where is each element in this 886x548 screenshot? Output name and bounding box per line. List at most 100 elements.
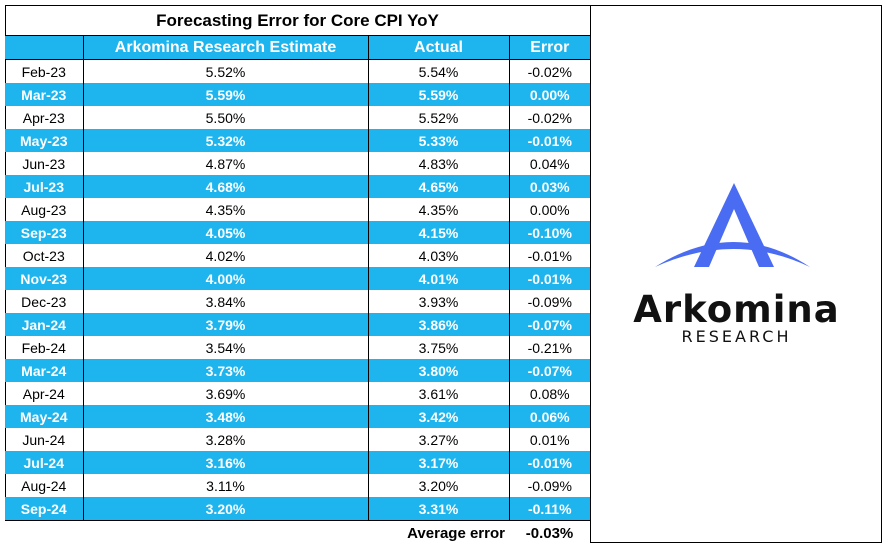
average-error-value: -0.03%: [509, 520, 590, 545]
cell-error: -0.10%: [509, 221, 590, 244]
cell-estimate: 3.28%: [83, 428, 369, 451]
table-row: Jun-23 4.87% 4.83% 0.04%: [5, 152, 590, 175]
cell-date: Jan-24: [5, 313, 84, 336]
cell-error: 0.06%: [509, 405, 590, 428]
cell-actual: 4.03%: [368, 244, 510, 267]
cell-actual: 3.80%: [368, 359, 510, 382]
forecast-table: Arkomina Research Estimate Actual Error …: [5, 36, 590, 545]
cell-date: Oct-23: [5, 244, 84, 267]
table-row: Sep-24 3.20% 3.31% -0.11%: [5, 497, 590, 521]
cell-actual: 3.93%: [368, 290, 510, 313]
cell-error: 0.03%: [509, 175, 590, 198]
cell-date: Mar-24: [5, 359, 84, 382]
table-row: Jun-24 3.28% 3.27% 0.01%: [5, 428, 590, 451]
cell-error: -0.09%: [527, 477, 572, 494]
cell-actual: 4.01%: [368, 267, 510, 290]
cell-error: 0.08%: [529, 385, 570, 402]
average-error-label: Average error: [5, 520, 509, 545]
brand-subtitle: RESEARCH: [681, 327, 792, 346]
table-row: Dec-23 3.84% 3.93% -0.09%: [5, 290, 590, 313]
cell-error: -0.11%: [509, 497, 590, 521]
arkomina-logo-icon: [655, 183, 810, 267]
table-row: Jan-24 3.79% 3.86% -0.07%: [5, 313, 590, 336]
cell-estimate: 5.32%: [83, 129, 369, 152]
cell-estimate: 5.52%: [83, 59, 369, 83]
cell-error: -0.01%: [527, 247, 572, 264]
cell-estimate: 3.20%: [83, 497, 369, 521]
cell-error: 0.00%: [529, 201, 570, 218]
forecast-table-panel: Forecasting Error for Core CPI YoY Arkom…: [5, 5, 591, 545]
cell-actual: 5.59%: [368, 83, 510, 106]
table-row: Oct-23 4.02% 4.03% -0.01%: [5, 244, 590, 267]
cell-date: Jul-24: [5, 451, 84, 474]
cell-error: -0.01%: [509, 451, 590, 474]
cell-actual: 4.65%: [368, 175, 510, 198]
cell-date: Sep-23: [5, 221, 84, 244]
table-row: Nov-23 4.00% 4.01% -0.01%: [5, 267, 590, 290]
cell-estimate: 3.84%: [83, 290, 369, 313]
table-row: Aug-24 3.11% 3.20% -0.09%: [5, 474, 590, 497]
cell-actual: 4.15%: [368, 221, 510, 244]
average-row: Average error -0.03%: [5, 520, 590, 545]
cell-error: -0.02%: [527, 109, 572, 126]
logo-panel: Arkomina RESEARCH: [591, 5, 882, 543]
cell-actual: 5.54%: [368, 59, 510, 83]
cell-actual: 3.42%: [368, 405, 510, 428]
cell-error: -0.09%: [527, 293, 572, 310]
cell-estimate: 3.73%: [83, 359, 369, 382]
table-row: Jul-24 3.16% 3.17% -0.01%: [5, 451, 590, 474]
cell-estimate: 4.35%: [83, 198, 369, 221]
table-row: Apr-24 3.69% 3.61% 0.08%: [5, 382, 590, 405]
table-row: May-23 5.32% 5.33% -0.01%: [5, 129, 590, 152]
cell-actual: 3.27%: [368, 428, 510, 451]
cell-estimate: 4.02%: [83, 244, 369, 267]
cell-date: May-24: [5, 405, 84, 428]
cell-date: Mar-23: [5, 83, 84, 106]
cell-error: -0.02%: [527, 63, 572, 80]
cell-estimate: 4.05%: [83, 221, 369, 244]
cell-error: -0.07%: [509, 313, 590, 336]
cell-error: -0.01%: [509, 129, 590, 152]
cell-error: -0.07%: [509, 359, 590, 382]
cell-estimate: 4.68%: [83, 175, 369, 198]
cell-estimate: 3.79%: [83, 313, 369, 336]
header-estimate: Arkomina Research Estimate: [83, 36, 369, 60]
cell-estimate: 3.16%: [83, 451, 369, 474]
table-row: Mar-24 3.73% 3.80% -0.07%: [5, 359, 590, 382]
cell-date: Dec-23: [5, 290, 84, 313]
cell-date: Apr-24: [5, 382, 84, 405]
cell-estimate: 5.59%: [83, 83, 369, 106]
table-row: Aug-23 4.35% 4.35% 0.00%: [5, 198, 590, 221]
cell-actual: 3.61%: [368, 382, 510, 405]
cell-error: -0.21%: [527, 339, 572, 356]
cell-date: Jun-24: [5, 428, 84, 451]
cell-date: Jun-23: [5, 152, 84, 175]
header-actual: Actual: [368, 36, 510, 60]
table-title: Forecasting Error for Core CPI YoY: [5, 5, 590, 36]
cell-error: 0.00%: [509, 83, 590, 106]
cell-estimate: 3.69%: [83, 382, 369, 405]
cell-actual: 5.33%: [368, 129, 510, 152]
table-row: Jul-23 4.68% 4.65% 0.03%: [5, 175, 590, 198]
cell-date: Aug-24: [5, 474, 84, 497]
cell-estimate: 5.50%: [83, 106, 369, 129]
table-row: Feb-24 3.54% 3.75% -0.21%: [5, 336, 590, 359]
cell-actual: 3.75%: [368, 336, 510, 359]
cell-estimate: 3.48%: [83, 405, 369, 428]
cell-date: Jul-23: [5, 175, 84, 198]
table-body: Feb-23 5.52% 5.54% -0.02% Mar-23 5.59% 5.59% 0.…: [5, 59, 590, 521]
cell-date: Feb-24: [5, 336, 84, 359]
header-row: Arkomina Research Estimate Actual Error: [5, 36, 590, 60]
cell-date: Apr-23: [5, 106, 84, 129]
brand-name: Arkomina: [633, 288, 840, 331]
cell-actual: 4.83%: [368, 152, 510, 175]
cell-estimate: 3.11%: [83, 474, 369, 497]
cell-estimate: 3.54%: [83, 336, 369, 359]
table-row: Mar-23 5.59% 5.59% 0.00%: [5, 83, 590, 106]
cell-actual: 3.31%: [368, 497, 510, 521]
cell-error: 0.01%: [529, 431, 570, 448]
table-row: May-24 3.48% 3.42% 0.06%: [5, 405, 590, 428]
cell-actual: 5.52%: [368, 106, 510, 129]
cell-actual: 3.17%: [368, 451, 510, 474]
table-row: Feb-23 5.52% 5.54% -0.02%: [5, 59, 590, 83]
